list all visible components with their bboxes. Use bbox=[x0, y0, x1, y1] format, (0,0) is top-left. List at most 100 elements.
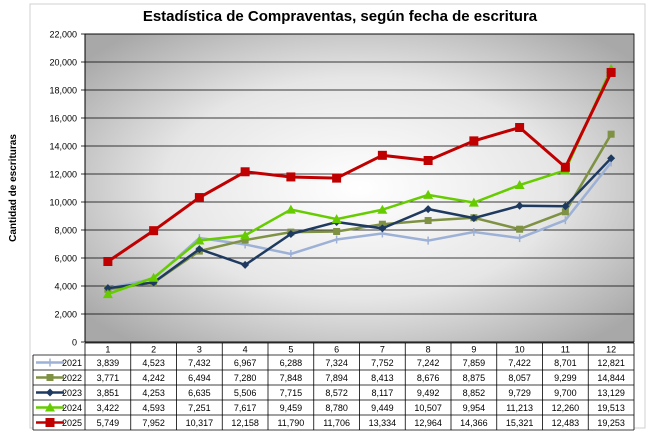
chart-title: Estadística de Compraventas, según fecha… bbox=[143, 8, 538, 25]
data-label: 6,635 bbox=[188, 388, 211, 398]
x-tick-label: 4 bbox=[243, 345, 248, 355]
data-label: 6,288 bbox=[280, 358, 303, 368]
data-point bbox=[607, 130, 615, 138]
data-label: 5,749 bbox=[97, 418, 120, 428]
data-label: 8,701 bbox=[554, 358, 577, 368]
legend-label: 2024 bbox=[62, 403, 82, 413]
data-label: 6,967 bbox=[234, 358, 257, 368]
data-point bbox=[46, 374, 54, 381]
data-point bbox=[423, 156, 433, 166]
data-label: 10,507 bbox=[414, 403, 442, 413]
x-tick-label: 2 bbox=[151, 345, 156, 355]
data-label: 8,117 bbox=[371, 388, 393, 398]
data-label: 9,492 bbox=[417, 388, 440, 398]
y-tick-label: 4,000 bbox=[54, 282, 77, 292]
data-point bbox=[378, 224, 387, 233]
y-tick-label: 18,000 bbox=[49, 86, 77, 96]
data-label: 9,700 bbox=[554, 388, 577, 398]
series-line-2023 bbox=[107, 157, 613, 290]
data-point bbox=[46, 388, 54, 397]
data-label: 8,875 bbox=[463, 373, 486, 383]
data-point bbox=[240, 230, 251, 240]
x-tick-label: 6 bbox=[334, 345, 339, 355]
series-2025 bbox=[103, 67, 616, 267]
data-label: 15,321 bbox=[506, 418, 534, 428]
legend-key-2025 bbox=[36, 418, 64, 427]
data-label: 12,158 bbox=[231, 418, 259, 428]
data-point bbox=[423, 189, 434, 199]
data-point bbox=[194, 235, 205, 245]
data-point bbox=[286, 229, 295, 238]
data-point bbox=[378, 220, 386, 228]
x-tick-label: 8 bbox=[426, 345, 431, 355]
data-label: 12,483 bbox=[552, 418, 580, 428]
data-point bbox=[241, 260, 250, 269]
data-label: 6,494 bbox=[188, 373, 211, 383]
data-label: 13,334 bbox=[369, 418, 397, 428]
data-label: 8,852 bbox=[463, 388, 486, 398]
data-point bbox=[515, 201, 524, 210]
data-point bbox=[103, 257, 113, 267]
data-label: 7,280 bbox=[234, 373, 257, 383]
data-label: 8,676 bbox=[417, 373, 440, 383]
data-label: 7,752 bbox=[371, 358, 394, 368]
data-label: 7,324 bbox=[325, 358, 348, 368]
data-label: 4,242 bbox=[142, 373, 165, 383]
data-label: 7,952 bbox=[142, 418, 165, 428]
table-body-bg bbox=[33, 355, 634, 430]
legend-key-2023 bbox=[36, 388, 64, 397]
data-label: 12,821 bbox=[597, 358, 625, 368]
data-point bbox=[103, 284, 112, 293]
data-label: 10,317 bbox=[186, 418, 214, 428]
plot-border bbox=[84, 33, 635, 343]
y-tick-label: 10,000 bbox=[49, 198, 77, 208]
legend-label: 2023 bbox=[62, 388, 82, 398]
data-label: 8,572 bbox=[325, 388, 348, 398]
legend-label: 2025 bbox=[62, 418, 82, 428]
data-label: 14,366 bbox=[460, 418, 488, 428]
data-point bbox=[45, 402, 55, 412]
data-label: 11,213 bbox=[506, 403, 533, 413]
series-line-2024 bbox=[107, 68, 613, 296]
data-point bbox=[148, 272, 159, 282]
legend-key-2024 bbox=[36, 402, 64, 412]
data-point bbox=[241, 236, 249, 244]
data-label: 4,593 bbox=[142, 403, 165, 413]
legend-label: 2021 bbox=[62, 358, 82, 368]
data-point bbox=[377, 150, 387, 160]
y-tick-label: 0 bbox=[72, 338, 77, 348]
y-tick-label: 2,000 bbox=[54, 310, 77, 320]
x-tick-label: 1 bbox=[105, 345, 110, 355]
data-label: 4,253 bbox=[142, 388, 165, 398]
series-line-2021 bbox=[107, 161, 613, 290]
data-point bbox=[606, 67, 616, 77]
data-label: 7,859 bbox=[463, 358, 486, 368]
data-point bbox=[333, 227, 341, 235]
y-tick-label: 22,000 bbox=[49, 30, 77, 40]
data-point bbox=[607, 154, 616, 163]
series-line-2022 bbox=[107, 133, 613, 291]
data-point bbox=[516, 225, 524, 233]
data-point bbox=[331, 214, 342, 224]
data-label: 7,617 bbox=[234, 403, 257, 413]
data-label: 8,413 bbox=[371, 373, 394, 383]
y-tick-label: 6,000 bbox=[54, 254, 77, 264]
data-label: 13,129 bbox=[597, 388, 625, 398]
x-tick-label: 12 bbox=[606, 345, 616, 355]
x-tick-label: 3 bbox=[197, 345, 202, 355]
data-label: 12,964 bbox=[414, 418, 442, 428]
y-tick-label: 20,000 bbox=[49, 58, 77, 68]
data-point bbox=[561, 202, 570, 211]
data-label: 7,432 bbox=[188, 358, 211, 368]
data-label: 9,459 bbox=[280, 403, 303, 413]
data-label: 3,771 bbox=[97, 373, 120, 383]
y-tick-label: 8,000 bbox=[54, 226, 77, 236]
x-tick-label: 10 bbox=[515, 345, 525, 355]
y-axis-label: Cantidad de escrituras bbox=[8, 134, 19, 242]
data-label: 7,242 bbox=[417, 358, 440, 368]
data-label: 14,844 bbox=[597, 373, 625, 383]
data-label: 7,422 bbox=[508, 358, 531, 368]
legend-key-2022 bbox=[36, 374, 64, 381]
data-label: 8,057 bbox=[508, 373, 531, 383]
